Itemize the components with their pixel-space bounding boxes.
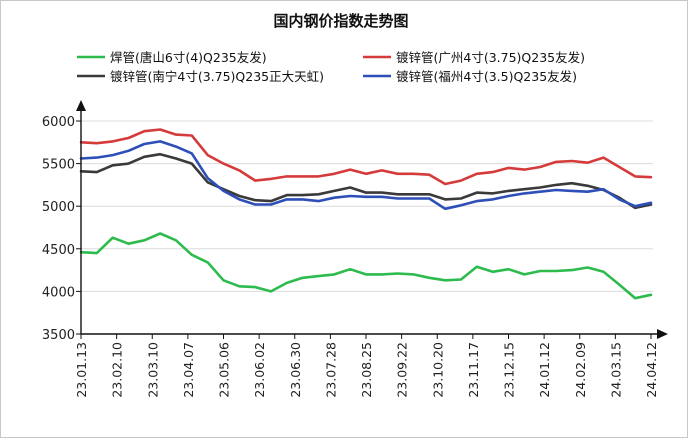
legend-item-series-0[interactable]: 焊管(唐山6寸(4)Q235友发)	[77, 50, 267, 65]
legend-label-3: 镀锌管(福州4寸(3.5)Q235友发)	[396, 69, 577, 84]
y-tick-label-6000: 6000	[42, 115, 75, 130]
x-tick-label-11: 23.11.17	[466, 342, 481, 398]
legend-label-2: 镀锌管(南宁4寸(3.75)Q235正大天虹)	[110, 69, 324, 84]
chart-title: 国内钢价指数走势图	[273, 12, 408, 30]
x-tick-label-13: 24.01.12	[537, 342, 552, 398]
series-lines	[79, 128, 653, 300]
y-tick-label-4500: 4500	[42, 243, 75, 258]
x-tick-label-5: 23.06.02	[252, 342, 267, 398]
axes	[76, 100, 668, 339]
y-axis-arrow	[76, 100, 86, 111]
x-tick-label-3: 23.04.07	[181, 342, 196, 398]
legend-label-1: 镀锌管(广州4寸(3.75)Q235友发)	[396, 50, 585, 65]
series-line-0[interactable]	[79, 232, 653, 300]
legend-item-series-3[interactable]: 镀锌管(福州4寸(3.5)Q235友发)	[363, 69, 577, 84]
y-tick-label-4000: 4000	[42, 285, 75, 300]
x-tick-label-15: 24.03.15	[608, 342, 623, 398]
x-tick-label-9: 23.09.22	[395, 342, 410, 398]
x-axis-arrow	[657, 329, 668, 339]
gridlines	[81, 120, 653, 292]
x-tick-label-2: 23.03.10	[145, 342, 160, 398]
x-tick-label-10: 23.10.20	[430, 342, 445, 398]
legend-label-0: 焊管(唐山6寸(4)Q235友发)	[110, 50, 267, 65]
series-line-1[interactable]	[79, 128, 653, 186]
x-tick-label-14: 24.02.09	[573, 342, 588, 398]
y-axis-ticks: 3500 4000 4500 5000 5500 6000	[42, 115, 81, 343]
x-tick-label-8: 23.08.25	[359, 342, 374, 398]
legend: 焊管(唐山6寸(4)Q235友发) 镀锌管(广州4寸(3.75)Q235友发) …	[77, 50, 585, 84]
y-tick-label-5000: 5000	[42, 200, 75, 215]
x-tick-label-4: 23.05.06	[217, 342, 232, 398]
x-tick-label-7: 23.07.28	[323, 342, 338, 398]
x-tick-label-12: 23.12.15	[502, 342, 517, 398]
legend-item-series-2[interactable]: 镀锌管(南宁4寸(3.75)Q235正大天虹)	[77, 69, 324, 84]
y-tick-label-3500: 3500	[42, 328, 75, 343]
x-axis-ticks: 23.01.13 23.02.10 23.03.10 23.04.07 23.05.06…	[74, 334, 659, 398]
legend-item-series-1[interactable]: 镀锌管(广州4寸(3.75)Q235友发)	[363, 50, 585, 65]
x-tick-label-6: 23.06.30	[288, 342, 303, 398]
x-tick-label-16: 24.04.12	[644, 342, 659, 398]
x-tick-label-0: 23.01.13	[74, 342, 89, 398]
y-tick-label-5500: 5500	[42, 158, 75, 173]
series-line-3[interactable]	[79, 140, 653, 211]
x-tick-label-1: 23.02.10	[110, 342, 125, 398]
series-line-2[interactable]	[79, 152, 653, 210]
